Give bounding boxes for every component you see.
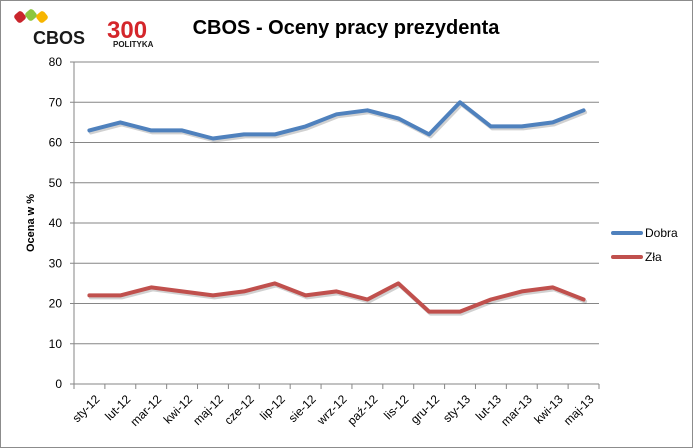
cbos-logo-mark-red [14,11,26,23]
y-tick-label: 50 [49,176,63,190]
y-tick-label: 30 [49,256,63,270]
y-tick-label: 70 [49,95,63,109]
series-line-dobra [87,100,586,141]
y-tick-label: 40 [49,216,63,230]
x-tick-label: lip-12 [257,392,288,423]
x-tick-label: lis-12 [381,392,411,422]
x-tick-label: paź-12 [345,392,381,428]
x-tick-label: sie-12 [286,392,319,425]
y-tick-label: 60 [49,136,63,150]
series-line-shadow [88,102,588,143]
y-tick-labels: 0 10 20 30 40 50 60 70 80 [49,55,63,391]
x-tick-label: kwi-12 [161,392,196,427]
x-tick-label: maj-13 [561,392,597,428]
legend-label: Dobra [645,226,678,240]
x-tick-label: gru-12 [408,392,443,427]
polityka-logo: 300 POLITYKA [107,17,154,49]
legend-label: Zła [645,250,662,264]
legend: Dobra Zła [611,226,678,264]
series-lines [87,100,588,316]
x-tick-label: wrz-12 [313,392,349,428]
x-tick-label: mar-12 [127,392,164,429]
x-tick-label: kwi-13 [531,392,566,427]
cbos-logo-mark-yellow [36,11,48,23]
x-tick-label: sty-13 [440,392,473,425]
x-tick-label: mar-13 [498,392,535,429]
series-line-zla [87,281,586,314]
y-tick-label: 20 [49,297,63,311]
chart-title: CBOS - Oceny pracy prezydenta [193,17,501,39]
x-tick-label: maj-12 [190,392,226,428]
y-tick-label: 0 [55,377,62,391]
cbos-logo: CBOS [14,9,85,48]
x-tick-label: cze-12 [222,392,258,428]
x-tick-label: sty-12 [69,392,102,425]
axes [70,61,600,389]
polityka-logo-number: 300 [107,17,147,44]
y-tick-label: 10 [49,337,63,351]
cbos-logo-mark-green [25,9,37,21]
y-axis-label: Ocena w % [25,194,37,252]
y-tick-label: 80 [49,55,63,69]
cbos-logo-text: CBOS [33,28,85,48]
polityka-logo-word: POLITYKA [113,40,154,49]
gridlines [74,61,599,345]
